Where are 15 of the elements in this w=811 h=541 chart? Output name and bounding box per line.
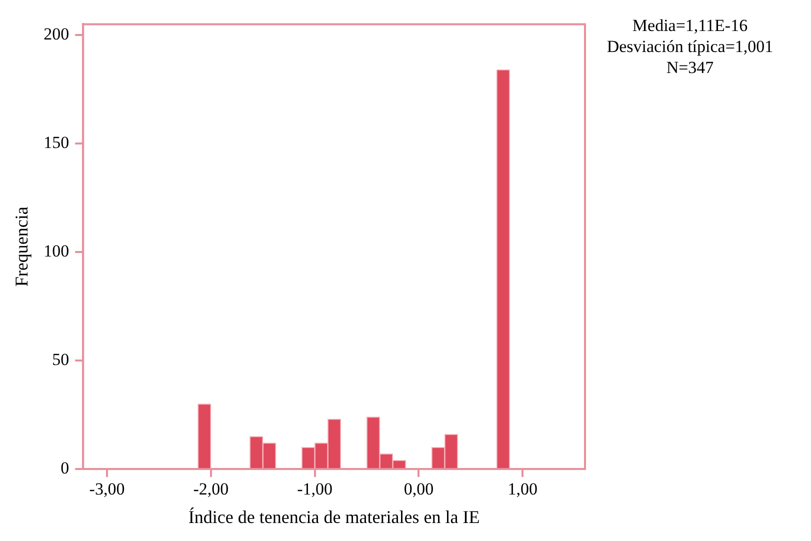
text: Desviación típica=1,001 [606, 36, 774, 56]
y-tick-label: 200 [44, 24, 70, 44]
text: Media=1,11E-16 [632, 16, 748, 35]
y-axis-title: Frequencia [12, 206, 32, 287]
x-tick-label: -2,00 [193, 480, 229, 499]
x-axis-title: Índice de tenencia de materiales en la IE [188, 506, 480, 527]
y-tick-label: 150 [44, 133, 70, 152]
x-tick-label: 0,00 [404, 480, 434, 499]
x-tick-label: -1,00 [297, 480, 333, 499]
y-tick-label: 50 [52, 350, 70, 369]
text: N=347 [666, 58, 714, 77]
y-tick-label: 100 [44, 241, 70, 260]
x-tick-label: -3,00 [89, 480, 125, 499]
y-tick-label: 0 [60, 458, 70, 478]
x-tick-label: 1,00 [508, 480, 538, 499]
